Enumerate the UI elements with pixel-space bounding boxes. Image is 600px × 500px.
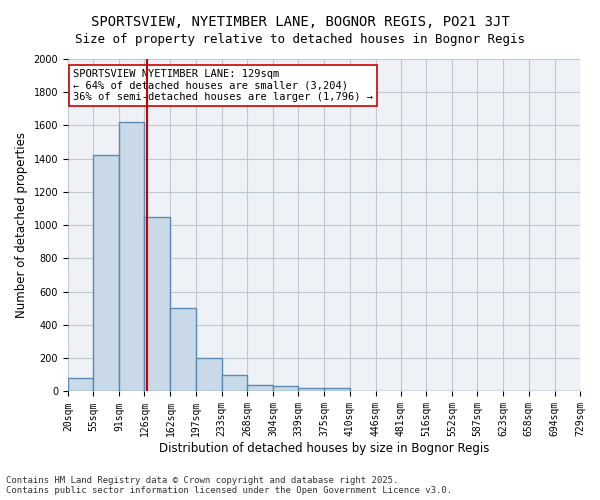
Bar: [273, 386, 298, 392]
Bar: [119, 122, 145, 392]
Bar: [170, 308, 196, 392]
Bar: [196, 358, 222, 392]
Bar: [68, 378, 93, 392]
Text: Contains HM Land Registry data © Crown copyright and database right 2025.
Contai: Contains HM Land Registry data © Crown c…: [6, 476, 452, 495]
Y-axis label: Number of detached properties: Number of detached properties: [15, 132, 28, 318]
Text: Size of property relative to detached houses in Bognor Regis: Size of property relative to detached ho…: [75, 32, 525, 46]
Bar: [325, 388, 350, 392]
Bar: [298, 388, 325, 392]
Text: SPORTSVIEW NYETIMBER LANE: 129sqm
← 64% of detached houses are smaller (3,204)
3: SPORTSVIEW NYETIMBER LANE: 129sqm ← 64% …: [73, 69, 373, 102]
Bar: [145, 217, 170, 392]
Bar: [93, 156, 119, 392]
Bar: [247, 385, 273, 392]
Text: SPORTSVIEW, NYETIMBER LANE, BOGNOR REGIS, PO21 3JT: SPORTSVIEW, NYETIMBER LANE, BOGNOR REGIS…: [91, 15, 509, 29]
Bar: [222, 375, 247, 392]
X-axis label: Distribution of detached houses by size in Bognor Regis: Distribution of detached houses by size …: [159, 442, 489, 455]
